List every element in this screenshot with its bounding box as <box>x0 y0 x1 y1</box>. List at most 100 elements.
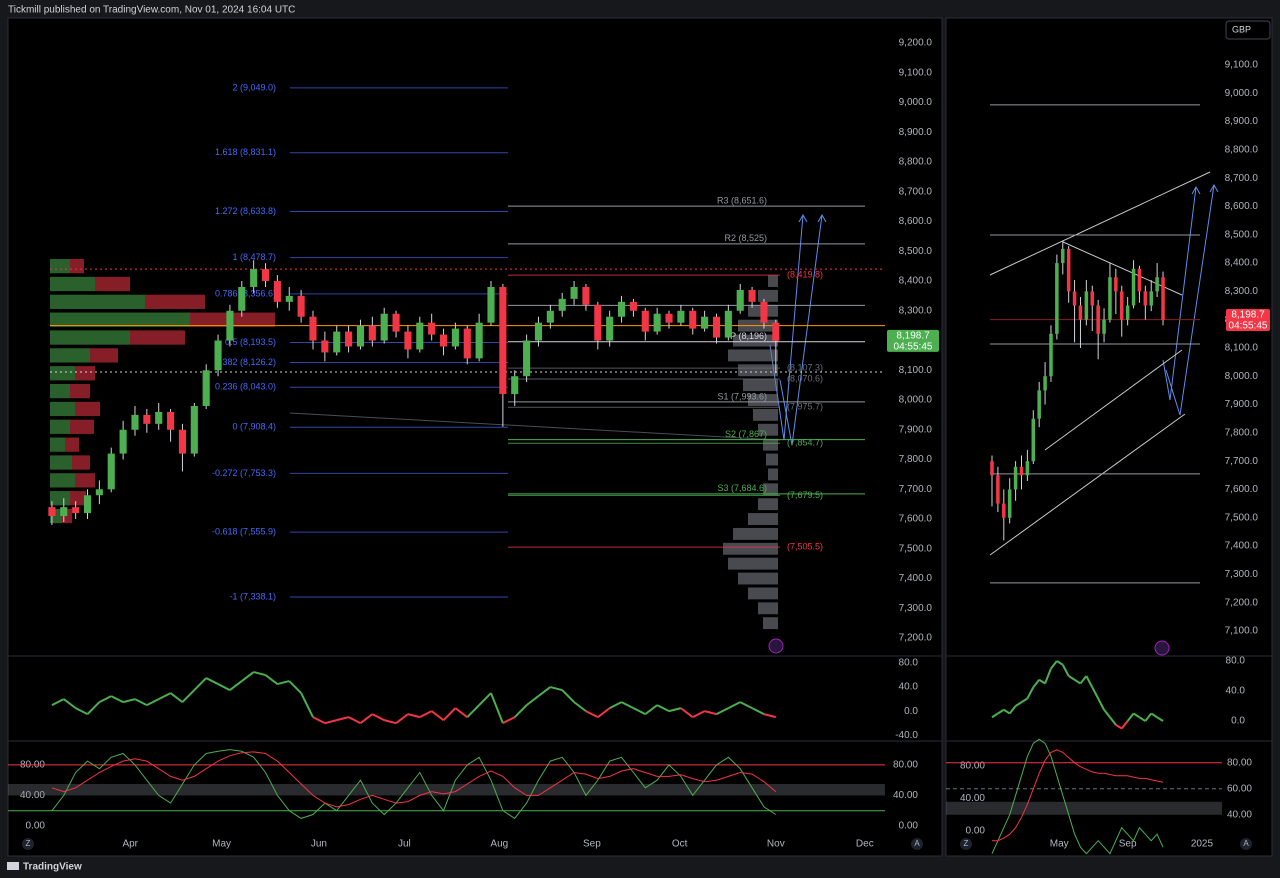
candle-body <box>665 313 673 323</box>
candle-body <box>689 310 697 329</box>
candle-body <box>1143 291 1148 306</box>
candle-body <box>511 376 519 395</box>
y-tick-label: 7,200.0 <box>899 633 933 644</box>
button-bg <box>960 838 972 850</box>
candle-body <box>392 313 400 332</box>
band <box>946 801 1222 815</box>
candle-body <box>238 286 246 311</box>
y-tick-label: 7,300.0 <box>899 603 933 614</box>
series-segment <box>1133 712 1140 719</box>
level-label: (8,070.6) <box>787 373 823 383</box>
series-segment <box>692 710 706 719</box>
auto-button[interactable]: A <box>914 839 920 848</box>
candle-body <box>1031 418 1036 462</box>
candle-body <box>285 295 293 302</box>
series-segment <box>1068 675 1076 681</box>
projection-arrow <box>1162 186 1197 401</box>
series-segment <box>1032 679 1040 688</box>
candle-body <box>178 429 187 454</box>
arrow-head <box>1191 185 1201 195</box>
candle-body <box>1096 305 1100 334</box>
candle-body <box>724 310 732 338</box>
volume-profile-up <box>50 348 90 363</box>
zoom-button[interactable]: Z <box>964 839 969 848</box>
series-segment <box>1050 660 1058 670</box>
volume-profile-up <box>50 437 65 452</box>
side-panel <box>945 17 1273 857</box>
volume-profile-down <box>65 437 79 452</box>
fib-label: 0.236 (8,043.0) <box>215 382 276 392</box>
series-segment <box>991 712 999 719</box>
candle-body <box>83 495 92 514</box>
series-segment <box>1091 686 1100 699</box>
fib-label: -0.272 (7,753.3) <box>212 468 276 478</box>
candle-body <box>641 310 649 332</box>
series-segment <box>169 692 184 703</box>
y-tick-label: 7,800.0 <box>1225 427 1259 438</box>
volume-profile-up <box>50 473 75 488</box>
y-tick-label: 8,100.0 <box>1225 343 1259 354</box>
series-segment <box>632 707 646 716</box>
candle-body <box>1161 277 1165 321</box>
y-tick-label: 40.00 <box>893 790 918 801</box>
fib-label: 0.382 (8,126.2) <box>215 357 276 367</box>
candle-body <box>534 322 543 341</box>
session-profile-bar <box>748 394 778 406</box>
auto-button[interactable]: A <box>1243 839 1249 848</box>
series-line <box>51 749 777 820</box>
trend-line <box>289 412 781 441</box>
zoom-button[interactable]: Z <box>26 839 31 848</box>
series-segment <box>134 698 148 707</box>
fib-label: 2 (9,049.0) <box>232 82 276 92</box>
series-segment <box>997 708 1005 715</box>
volume-profile-down <box>130 330 185 345</box>
series-segment <box>1115 723 1123 730</box>
pivot-label: S3 (7,684.6) <box>717 483 767 493</box>
series-segment <box>241 671 255 682</box>
y-tick-label: 60.00 <box>1227 783 1252 794</box>
candle-body <box>72 507 80 514</box>
candle-body <box>1043 376 1047 391</box>
y-tick-label: 9,100.0 <box>1225 60 1259 71</box>
event-icon <box>768 638 784 654</box>
candle-body <box>190 405 198 454</box>
candle-body <box>990 461 994 476</box>
series-segment <box>371 713 385 722</box>
session-profile-bar <box>768 468 778 481</box>
candle-body <box>107 453 115 490</box>
y-tick-label: 8,000.0 <box>899 395 933 406</box>
candle-body <box>499 286 507 395</box>
candle-body <box>487 286 495 323</box>
x-tick-label: May <box>1050 839 1069 850</box>
y-tick-label: 8,400.0 <box>899 276 933 287</box>
y-tick-label: 7,700.0 <box>1225 456 1259 467</box>
session-profile-bar <box>758 498 778 511</box>
y-tick-label: 7,300.0 <box>1225 569 1259 580</box>
candle-body <box>119 429 127 454</box>
candle-body <box>1090 291 1095 306</box>
series-segment <box>1150 712 1158 719</box>
series-segment <box>1074 678 1081 685</box>
currency-button[interactable]: GBP <box>1225 20 1271 40</box>
candle-body <box>463 328 471 359</box>
button-bg <box>22 838 34 850</box>
series-segment <box>359 713 373 724</box>
series-segment <box>431 710 445 721</box>
series-line <box>51 751 777 808</box>
header-title: Tickmill published on TradingView.com, N… <box>8 5 295 16</box>
candle-body <box>546 310 554 323</box>
series-segment <box>716 707 729 716</box>
fib-label: -0.618 (7,555.9) <box>212 527 276 537</box>
candle-body <box>772 322 780 341</box>
countdown-label: 04:55:45 <box>894 342 933 353</box>
y-tick-label: -40.0 <box>895 730 918 741</box>
y-tick-label: 7,400.0 <box>899 573 933 584</box>
x-tick-label: Sep <box>1119 839 1137 850</box>
candle-body <box>1061 248 1065 264</box>
candle-body <box>594 304 602 341</box>
series-segment <box>288 680 302 694</box>
series-segment <box>680 707 694 718</box>
countdown-label: 04:55:45 <box>1229 321 1268 332</box>
series-segment <box>1044 668 1052 684</box>
